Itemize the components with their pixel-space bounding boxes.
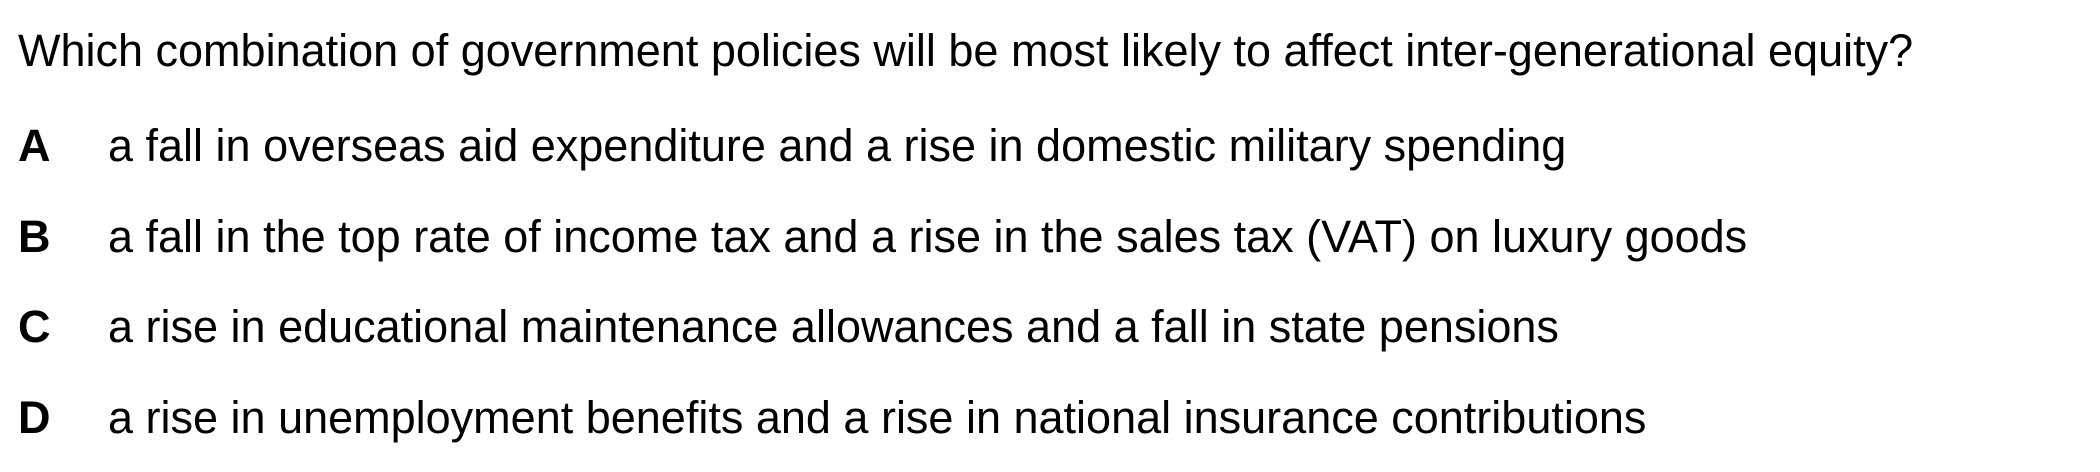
option-letter: D — [18, 392, 51, 443]
question-text: Which combination of government policies… — [18, 25, 1914, 76]
option-text: a fall in the top rate of income tax and… — [108, 211, 1748, 262]
option-text: a rise in unemployment benefits and a ri… — [108, 392, 1647, 443]
option-text: a fall in overseas aid expenditure and a… — [108, 120, 1567, 171]
option-letter: B — [18, 211, 51, 262]
option-text: a rise in educational maintenance allowa… — [108, 301, 1559, 352]
option-letter: C — [18, 301, 51, 352]
option-letter: A — [18, 120, 51, 171]
